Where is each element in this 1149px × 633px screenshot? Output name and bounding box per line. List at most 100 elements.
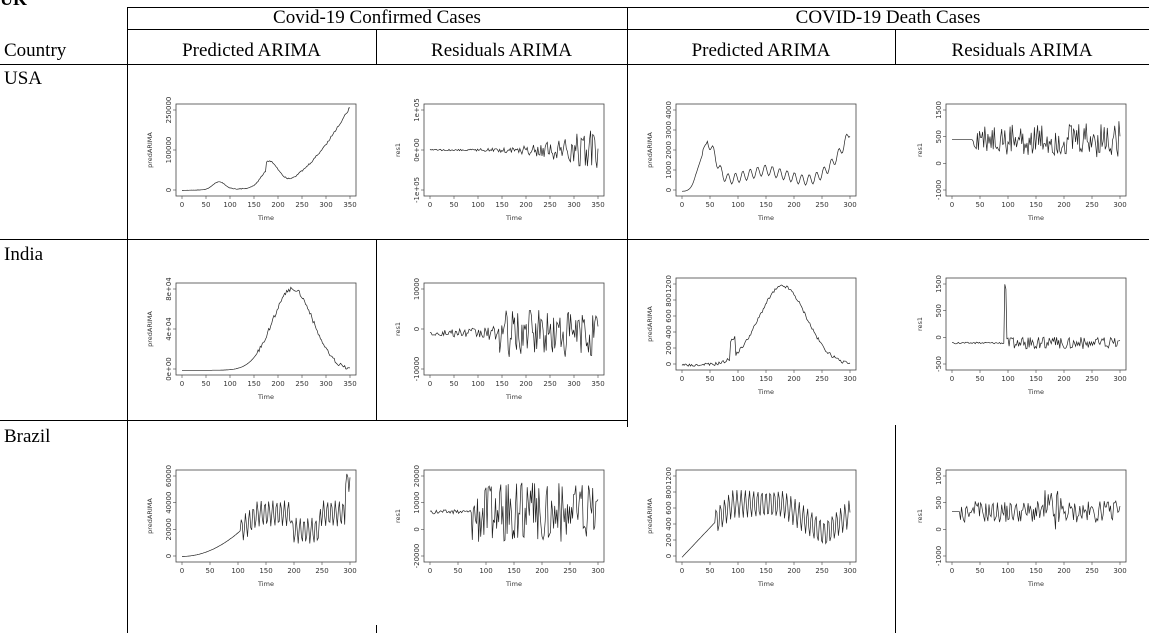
x-tick-label: 350 bbox=[591, 201, 604, 209]
x-tick-label: 200 bbox=[535, 567, 548, 575]
x-tick-label: 250 bbox=[543, 380, 556, 388]
series-line bbox=[182, 107, 350, 191]
y-axis-label: res1 bbox=[394, 509, 402, 523]
x-tick-label: 50 bbox=[976, 375, 985, 383]
x-axis-label: Time bbox=[1027, 214, 1044, 222]
plot-svg: 0 50 100 150 200 250 300 -500 0 500 1500 Time res1 bbox=[916, 275, 1127, 396]
y-tick-label: 20000 bbox=[413, 465, 421, 487]
plot-india-death-res: 0 50 100 150 200 250 300 -500 0 500 1500 Time res1 bbox=[910, 270, 1140, 400]
header-conf-predicted: Predicted ARIMA bbox=[182, 40, 321, 61]
series-line bbox=[681, 284, 851, 367]
y-tick-label: 3000 bbox=[665, 121, 673, 139]
y-tick-label: 1000 bbox=[935, 467, 943, 485]
x-tick-label: 300 bbox=[1113, 375, 1126, 383]
y-tick-label: 500 bbox=[935, 304, 943, 317]
x-tick-label: 300 bbox=[1113, 567, 1126, 575]
x-tick-label: 0 bbox=[680, 567, 684, 575]
x-tick-label: 50 bbox=[450, 380, 459, 388]
x-axis-label: Time bbox=[1027, 580, 1044, 588]
plot-frame bbox=[945, 469, 1127, 563]
plot-usa-conf-pred: 0 50 100 150 200 250 300 350 0 100000 250000 Time pr… bbox=[140, 96, 370, 226]
x-tick-label: 100 bbox=[223, 201, 236, 209]
plot-svg: 0 50 100 150 200 250 300 -1000 0 500 1000 Time res1 bbox=[916, 467, 1127, 588]
x-tick-label: 300 bbox=[843, 375, 856, 383]
x-tick-label: 100 bbox=[471, 380, 484, 388]
x-tick-label: 200 bbox=[787, 375, 800, 383]
series-line bbox=[182, 286, 351, 371]
x-tick-label: 150 bbox=[495, 201, 508, 209]
plot-frame bbox=[175, 103, 357, 197]
plot-frame bbox=[423, 282, 605, 376]
x-tick-label: 0 bbox=[950, 201, 954, 209]
x-tick-label: 250 bbox=[315, 567, 328, 575]
rule-header-bottom bbox=[0, 64, 1149, 65]
y-tick-label: 0 bbox=[935, 335, 943, 339]
x-tick-label: 0 bbox=[680, 201, 684, 209]
y-tick-label: 800 bbox=[665, 485, 673, 498]
row-label-brazil: Brazil bbox=[4, 426, 51, 447]
x-tick-label: 100 bbox=[1001, 201, 1014, 209]
x-tick-label: 0 bbox=[428, 201, 432, 209]
x-tick-label: 300 bbox=[319, 380, 332, 388]
series-line bbox=[951, 284, 1121, 350]
y-tick-label: 500 bbox=[935, 496, 943, 509]
x-tick-label: 300 bbox=[1113, 201, 1126, 209]
plot-svg: 0 50 100 150 200 250 300 350 -10000 0 10000 Time res… bbox=[394, 278, 605, 401]
x-tick-label: 0 bbox=[180, 201, 184, 209]
plot-india-conf-pred: 0 50 100 150 200 250 300 350 0e+00 4e+04 8e+04 Time… bbox=[140, 275, 370, 405]
x-axis-label: Time bbox=[757, 388, 774, 396]
y-axis-label: res1 bbox=[916, 509, 924, 523]
section-heading: UK bbox=[0, 0, 27, 10]
plot-svg: 0 50 100 150 200 250 300 350 -1e+05 0e+00 1e+05 Tim… bbox=[394, 98, 605, 222]
x-tick-label: 350 bbox=[591, 380, 604, 388]
x-tick-label: 100 bbox=[471, 201, 484, 209]
series-line bbox=[429, 309, 599, 357]
y-tick-label: 500 bbox=[935, 130, 943, 143]
y-axis-label: predARIMA bbox=[646, 132, 654, 168]
x-tick-label: 150 bbox=[507, 567, 520, 575]
x-tick-label: 0 bbox=[180, 380, 184, 388]
plot-frame bbox=[423, 469, 605, 563]
y-tick-label: 0 bbox=[413, 527, 421, 531]
rule-v-confirmed-split bbox=[376, 29, 377, 64]
x-tick-label: 50 bbox=[706, 567, 715, 575]
y-tick-label: -10000 bbox=[413, 357, 421, 382]
x-tick-label: 150 bbox=[1029, 201, 1042, 209]
x-tick-label: 300 bbox=[567, 380, 580, 388]
x-tick-label: 250 bbox=[1085, 375, 1098, 383]
y-tick-label: 4000 bbox=[665, 101, 673, 119]
y-tick-label: 0 bbox=[165, 188, 173, 192]
y-tick-label: 1500 bbox=[935, 275, 943, 293]
plot-usa-death-pred: 0 50 100 150 200 250 300 0 1000 2000 3000 4000 Time p… bbox=[640, 96, 870, 226]
y-tick-label: 0e+00 bbox=[413, 138, 421, 162]
x-tick-label: 50 bbox=[706, 375, 715, 383]
series-line bbox=[681, 133, 851, 192]
y-tick-label: 0 bbox=[413, 327, 421, 331]
y-tick-label: 20000 bbox=[165, 518, 173, 540]
series-line bbox=[182, 473, 351, 557]
series-line bbox=[429, 482, 599, 542]
rule-v-brazil-death bbox=[895, 425, 896, 633]
plot-brazil-conf-res: 0 50 100 150 200 250 300 -20000 0 10000 20000 Time r… bbox=[388, 462, 618, 592]
x-axis-label: Time bbox=[757, 214, 774, 222]
x-tick-label: 250 bbox=[295, 201, 308, 209]
y-tick-label: 0 bbox=[935, 527, 943, 531]
rule-v-death-split bbox=[895, 29, 896, 64]
x-axis-label: Time bbox=[257, 580, 274, 588]
rule-v-group-split bbox=[627, 7, 628, 427]
y-tick-label: 1000 bbox=[665, 161, 673, 179]
x-tick-label: 300 bbox=[567, 201, 580, 209]
rule-india-bottom-left bbox=[0, 420, 627, 421]
x-tick-label: 0 bbox=[428, 380, 432, 388]
x-tick-label: 50 bbox=[202, 380, 211, 388]
plot-svg: 0 50 100 150 200 250 300 -1000 0 500 1500 Time res1 bbox=[916, 101, 1127, 222]
y-tick-label: 0 bbox=[665, 554, 673, 558]
y-tick-label: 400 bbox=[665, 325, 673, 338]
y-tick-label: 10000 bbox=[413, 278, 421, 300]
x-tick-label: 300 bbox=[843, 567, 856, 575]
y-tick-label: 400 bbox=[665, 517, 673, 530]
x-tick-label: 100 bbox=[1001, 375, 1014, 383]
y-tick-label: 250000 bbox=[165, 97, 173, 124]
